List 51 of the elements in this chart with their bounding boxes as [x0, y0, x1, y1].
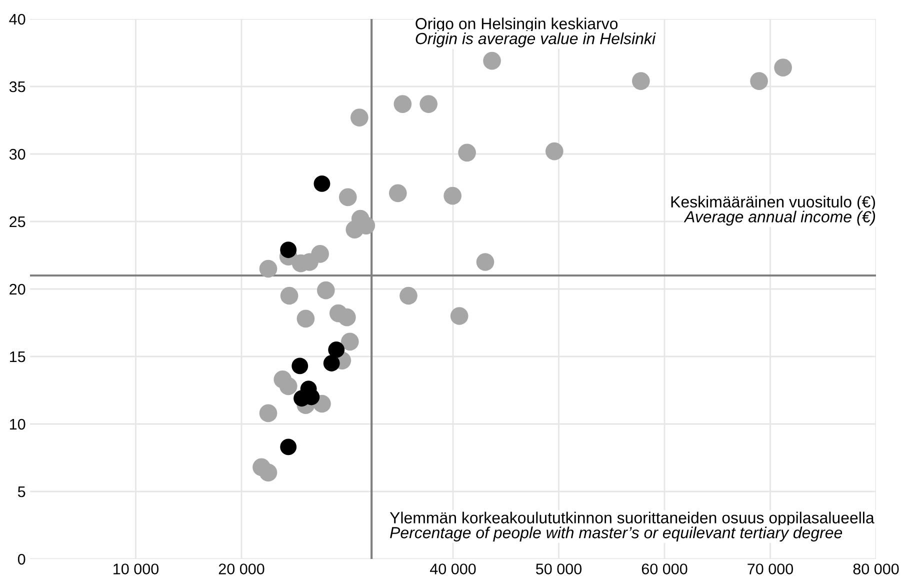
point	[338, 308, 356, 326]
point	[774, 58, 792, 77]
y-tick-label: 0	[18, 554, 26, 565]
point	[545, 142, 564, 160]
y-tick-label: 35	[9, 81, 26, 92]
point	[483, 52, 501, 70]
point	[292, 358, 308, 374]
point	[388, 184, 407, 202]
point	[444, 186, 462, 205]
point	[280, 286, 298, 305]
point	[296, 310, 315, 328]
point	[279, 377, 298, 396]
x-tick-label: 40 000	[430, 564, 476, 574]
y-axis-title: Ylemmän korkeakoulututkinnon suorittaneiden osuus oppilasalueella Percentage of people with master’s or equilevant tertiary degree	[390, 512, 874, 542]
x-tick-label: 70 000	[748, 564, 794, 574]
point	[314, 175, 330, 192]
y-tick-label: 20	[10, 284, 26, 295]
point	[632, 72, 650, 90]
x-tick-label: 20 000	[218, 564, 264, 574]
point	[311, 244, 329, 263]
point	[340, 332, 359, 351]
point	[259, 260, 278, 278]
point	[323, 355, 340, 372]
point	[450, 307, 468, 325]
y-tick-label: 15	[10, 352, 26, 362]
point	[458, 144, 476, 162]
point	[350, 108, 368, 126]
chart-title: Origo on Helsingin keskiarvo Origin is average value in Helsinki	[416, 18, 656, 48]
y-tick-label: 25	[10, 216, 26, 228]
y-tick-label: 30	[9, 148, 26, 160]
point	[316, 281, 335, 300]
x-tick-label: 80 000	[853, 564, 899, 574]
point	[328, 342, 345, 358]
point	[346, 220, 364, 239]
point	[400, 286, 418, 305]
x-tick-label: 60 000	[642, 564, 688, 574]
x-tick-label: 10 000	[114, 564, 159, 574]
point	[476, 253, 494, 271]
point	[750, 72, 768, 90]
y-tick-label: 5	[18, 486, 26, 498]
point	[259, 404, 278, 422]
point	[338, 188, 357, 206]
x-tick-label: 50 000	[536, 564, 582, 574]
point	[394, 95, 412, 113]
y-tick-label: 40	[9, 14, 26, 25]
point	[420, 95, 438, 113]
point	[259, 464, 278, 482]
x-axis-title: Keskimääräinen vuositulo (€) Average annual income (€)	[671, 196, 876, 226]
point	[280, 242, 297, 258]
point	[280, 438, 297, 456]
y-tick-label: 10	[10, 418, 26, 430]
